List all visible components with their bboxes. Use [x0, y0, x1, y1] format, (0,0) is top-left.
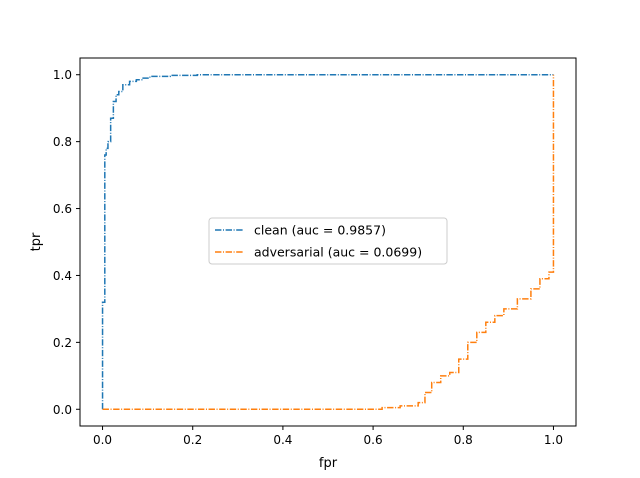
series-layer	[101, 73, 555, 411]
y-tick-label: 0.2	[53, 336, 72, 350]
y-tick-label: 0.4	[53, 269, 72, 283]
ticks-layer: 0.0 0.2 0.4 0.6 0.8 1.0 0.0 0.2 0.4 0.6 0.8 1.0	[53, 68, 563, 447]
y-axis-label: tpr	[29, 232, 44, 251]
y-tick-label: 0.6	[53, 202, 72, 216]
x-tick-label: 0.6	[364, 433, 383, 447]
x-axis-label: fpr	[319, 456, 338, 471]
x-tick-label: 1.0	[544, 433, 563, 447]
legend: clean (auc = 0.9857) adversarial (auc = …	[208, 217, 448, 265]
y-tick-label: 0.8	[53, 135, 72, 149]
x-tick-label: 0.4	[273, 433, 292, 447]
plot-frame	[79, 57, 577, 427]
series-line-clean	[101, 73, 554, 410]
legend-label-clean: clean (auc = 0.9857)	[254, 223, 386, 238]
legend-frame	[208, 217, 448, 265]
x-tick-label: 0.2	[183, 433, 202, 447]
x-tick-label: 0.0	[93, 433, 112, 447]
y-tick-label: 0.0	[53, 403, 72, 417]
legend-label-adversarial: adversarial (auc = 0.0699)	[254, 245, 422, 260]
y-tick-label: 1.0	[53, 68, 72, 82]
x-tick-label: 0.8	[454, 433, 473, 447]
series-line-adversarial	[102, 74, 555, 411]
